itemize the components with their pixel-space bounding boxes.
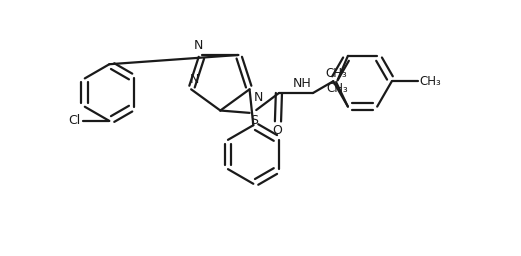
Text: CH₃: CH₃	[327, 82, 349, 95]
Text: Cl: Cl	[69, 114, 81, 127]
Text: O: O	[272, 124, 282, 137]
Text: N: N	[194, 39, 203, 52]
Text: CH₃: CH₃	[325, 67, 347, 80]
Text: N: N	[190, 73, 200, 87]
Text: CH₃: CH₃	[420, 75, 441, 88]
Text: N: N	[253, 91, 263, 104]
Text: NH: NH	[293, 77, 312, 90]
Text: S: S	[251, 114, 258, 127]
